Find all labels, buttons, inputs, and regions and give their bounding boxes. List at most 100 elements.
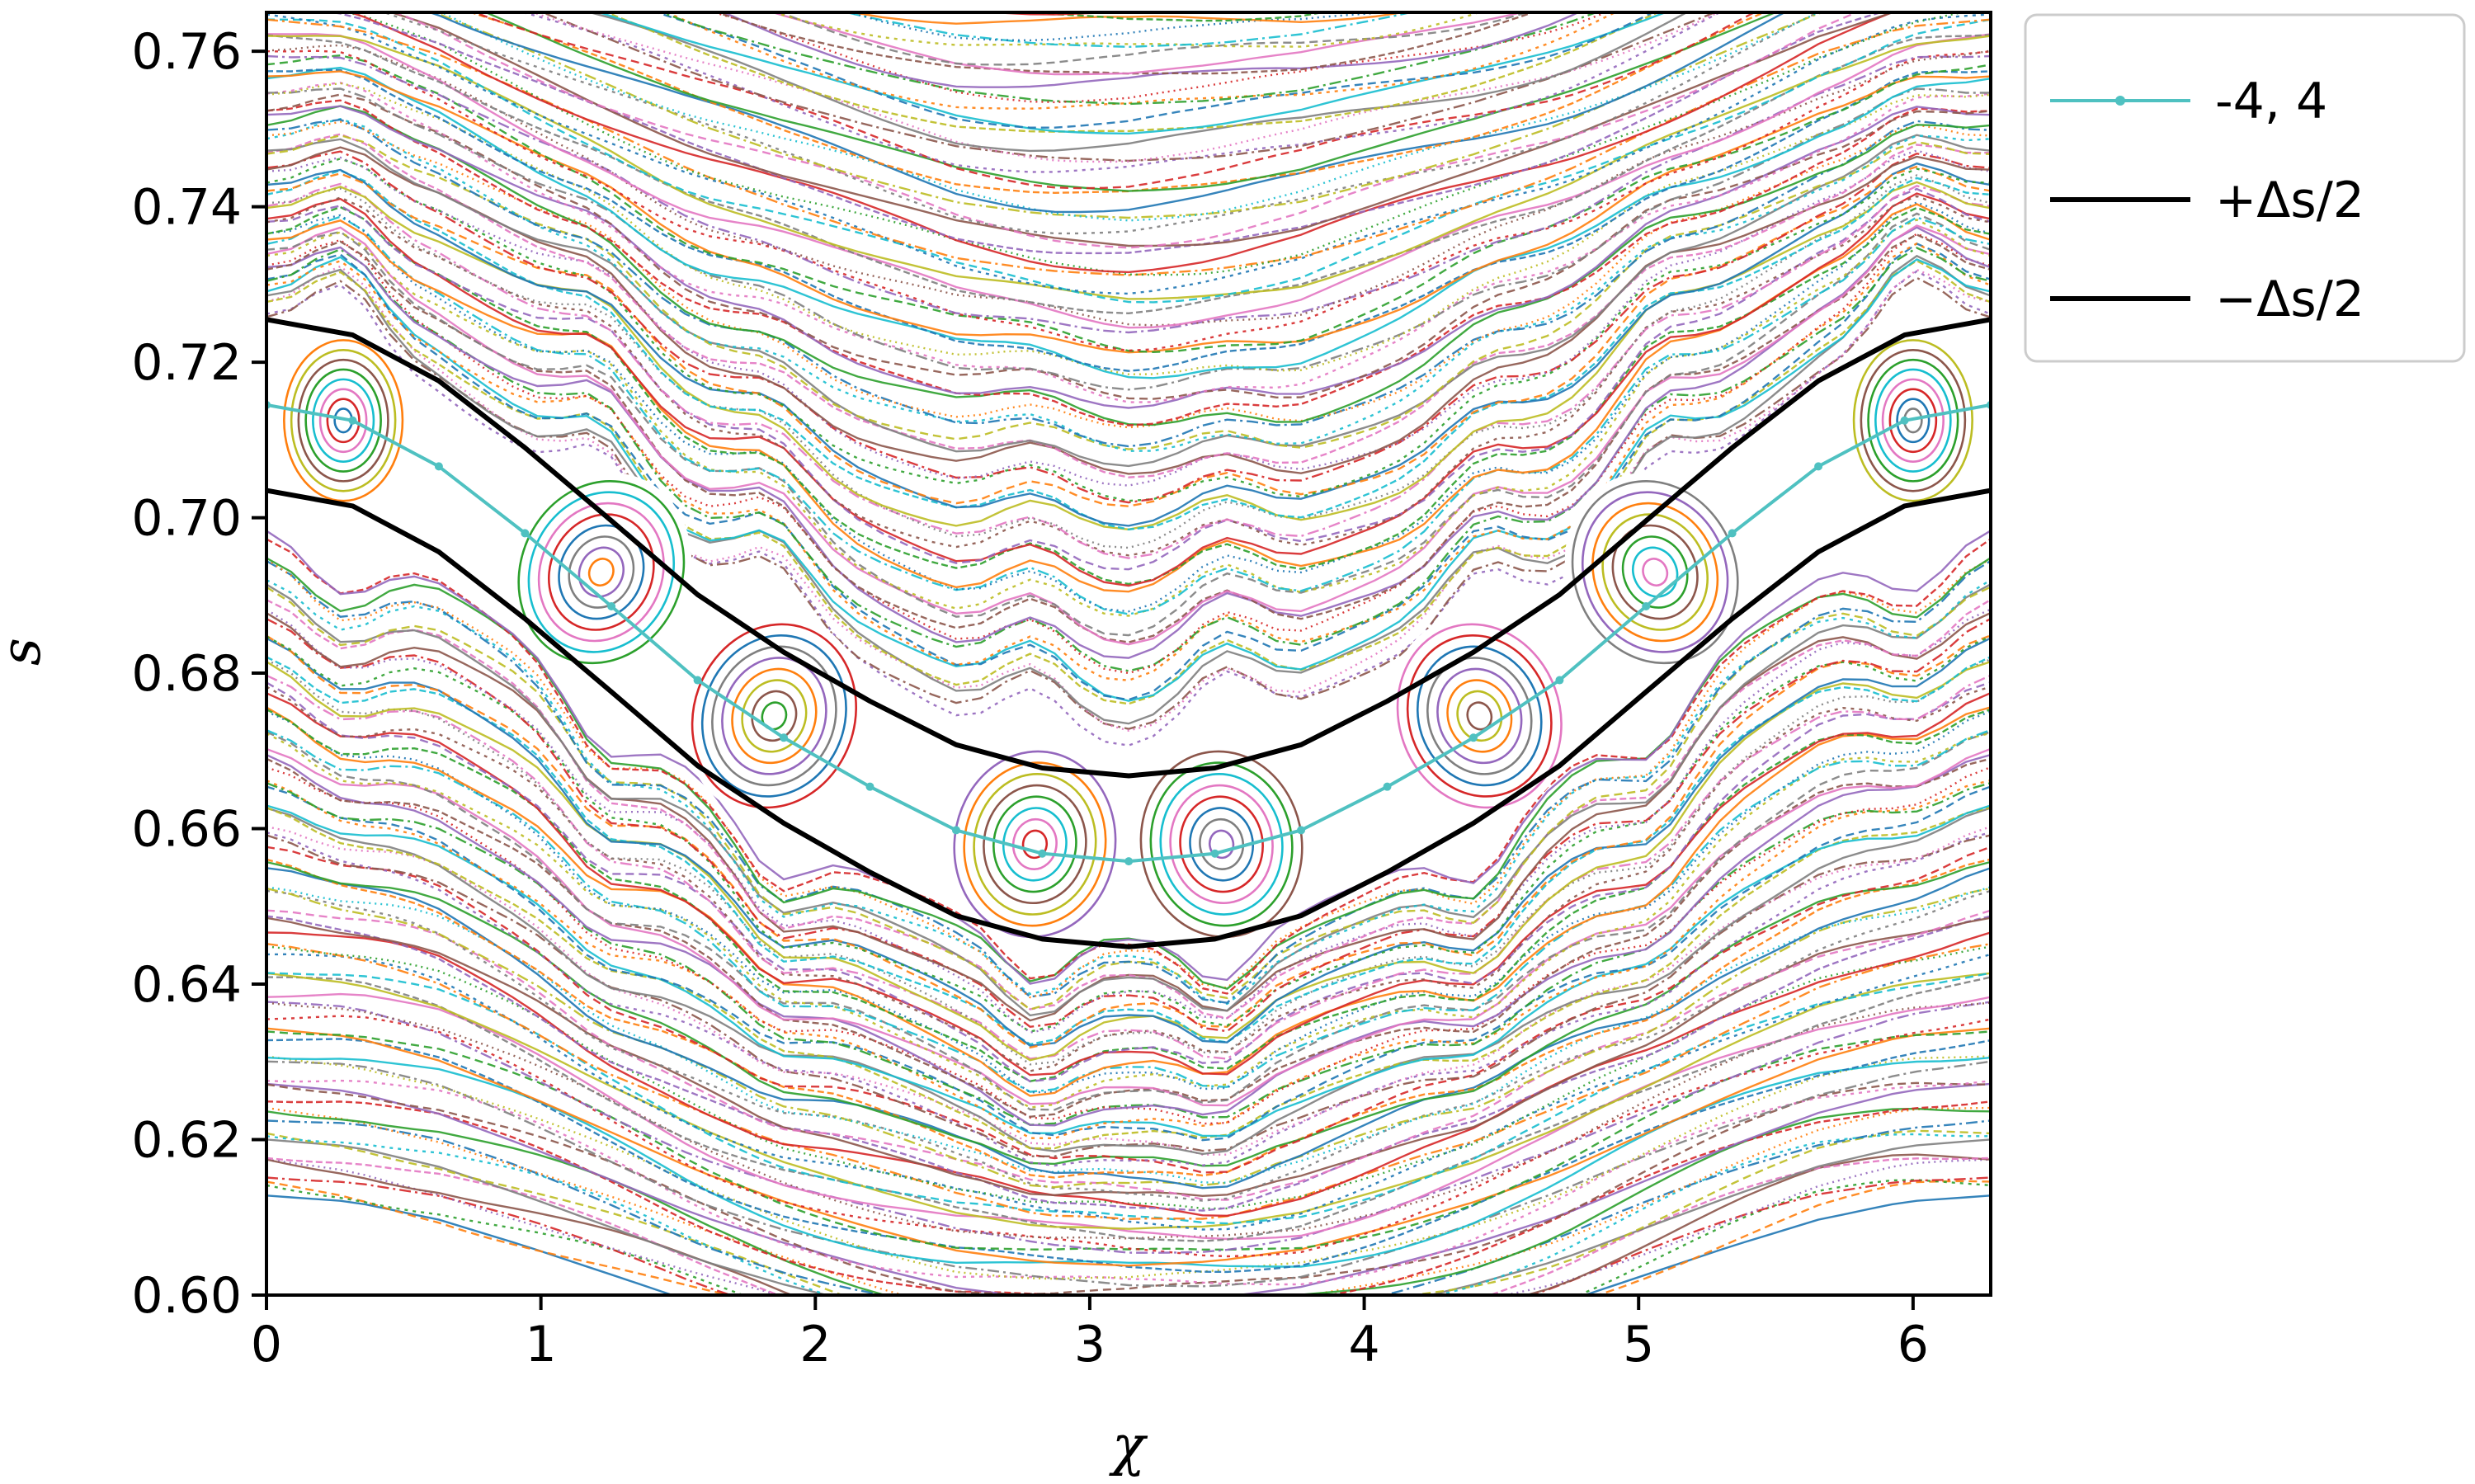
island-orbit bbox=[1867, 358, 1959, 483]
orbit-line bbox=[266, 162, 1991, 527]
island-orbit bbox=[691, 623, 857, 809]
orbit-line bbox=[266, 133, 1991, 478]
island-orbit bbox=[1852, 339, 1973, 502]
island-orbit bbox=[1896, 398, 1930, 444]
orbit-line bbox=[266, 70, 1991, 354]
island-orbit bbox=[318, 388, 368, 454]
orbit-line bbox=[596, 12, 1668, 135]
orbit-line bbox=[440, 12, 1822, 222]
orbit-line bbox=[266, 1153, 1991, 1295]
legend-marker bbox=[2115, 96, 2125, 106]
orbit-line bbox=[266, 753, 1991, 1127]
island-orbit bbox=[741, 679, 808, 753]
orbit-line bbox=[266, 660, 1991, 1062]
orbit-line bbox=[266, 635, 1991, 1033]
orbit-line bbox=[266, 195, 1991, 557]
orbit-line bbox=[266, 685, 1991, 1072]
orbit-line bbox=[266, 766, 1991, 1125]
island-orbit bbox=[751, 690, 798, 742]
orbit-line bbox=[266, 1001, 1991, 1254]
orbit-line bbox=[266, 530, 1991, 985]
orbit-line bbox=[266, 158, 1991, 502]
orbit-line bbox=[266, 858, 1991, 1179]
orbit-line bbox=[266, 972, 1991, 1230]
orbit-line bbox=[266, 66, 1991, 379]
island-fill bbox=[511, 473, 692, 672]
island-orbit bbox=[578, 546, 625, 598]
orbit-line bbox=[266, 1079, 1991, 1286]
island-orbit bbox=[537, 502, 665, 643]
orbit-line bbox=[266, 203, 1991, 593]
orbit-line bbox=[266, 276, 1991, 730]
orbit-line bbox=[266, 674, 1991, 1060]
series-marker bbox=[607, 602, 616, 611]
x-tick-label: 3 bbox=[1074, 1316, 1106, 1373]
series-marker bbox=[521, 529, 530, 538]
orbit-line bbox=[266, 150, 1991, 504]
orbit-line bbox=[266, 87, 1991, 391]
orbit-line bbox=[266, 18, 1991, 276]
island-orbit bbox=[290, 348, 397, 492]
island-orbit bbox=[1189, 807, 1255, 882]
island-orbit bbox=[1021, 829, 1049, 860]
island-orbit bbox=[1888, 388, 1938, 454]
orbit-line bbox=[381, 12, 1821, 235]
orbit-line bbox=[266, 33, 1991, 329]
orbit-line bbox=[658, 12, 1600, 106]
orbit-line bbox=[483, 12, 1778, 192]
orbit-line bbox=[266, 99, 1991, 426]
series-marker bbox=[1210, 849, 1219, 858]
orbit-line bbox=[266, 1100, 1991, 1295]
island-orbit bbox=[1621, 535, 1689, 609]
island-orbit bbox=[568, 535, 635, 609]
orbit-line bbox=[327, 12, 1885, 255]
orbit-line bbox=[266, 637, 1991, 1047]
island-orbit bbox=[304, 368, 382, 473]
island-orbit bbox=[700, 634, 847, 798]
orbit-line bbox=[266, 1107, 1991, 1295]
orbit-line bbox=[266, 583, 1991, 1017]
y-tick-label: 0.68 bbox=[131, 645, 242, 703]
legend-label-2: −Δs/2 bbox=[2215, 271, 2364, 328]
series-marker bbox=[1383, 782, 1392, 791]
orbit-line bbox=[266, 93, 1991, 400]
orbit-line bbox=[266, 54, 1991, 354]
orbit-line bbox=[266, 710, 1991, 1094]
x-tick-label: 1 bbox=[526, 1316, 557, 1373]
orbit-line bbox=[603, 12, 1661, 133]
orbit-line bbox=[394, 12, 1860, 249]
island-orbit bbox=[1179, 795, 1264, 893]
island-orbit bbox=[1860, 348, 1967, 492]
orbit-line bbox=[266, 149, 1991, 487]
island-orbit bbox=[1591, 502, 1719, 643]
orbit-line bbox=[266, 691, 1991, 1076]
x-tick-label: 5 bbox=[1623, 1316, 1654, 1373]
orbit-line bbox=[266, 807, 1991, 1156]
orbit-line bbox=[266, 806, 1991, 1150]
orbit-line bbox=[710, 12, 1609, 104]
orbit-line bbox=[266, 68, 1991, 372]
series-marker bbox=[1468, 733, 1478, 742]
orbit-line bbox=[266, 1119, 1991, 1295]
y-tick-label: 0.60 bbox=[131, 1267, 242, 1325]
orbit-line bbox=[266, 1176, 1991, 1295]
x-tick-label: 2 bbox=[799, 1316, 831, 1373]
orbit-line bbox=[266, 1158, 1991, 1295]
orbit-line bbox=[266, 681, 1991, 1083]
orbit-line bbox=[266, 174, 1991, 549]
orbit-line bbox=[266, 1060, 1991, 1288]
orbit-line bbox=[266, 254, 1991, 725]
orbit-line bbox=[266, 831, 1991, 1167]
orbit-line bbox=[266, 205, 1991, 586]
orbit-line bbox=[266, 1180, 1991, 1295]
series-marker bbox=[1728, 529, 1737, 538]
island-orbit bbox=[1149, 761, 1294, 927]
island-orbit bbox=[992, 795, 1077, 893]
orbit-line bbox=[266, 747, 1991, 1107]
orbit-line bbox=[266, 887, 1991, 1189]
orbit-line bbox=[519, 12, 1723, 173]
orbit-line bbox=[266, 757, 1991, 1119]
island-orbit bbox=[1406, 634, 1553, 798]
orbit-line bbox=[266, 1179, 1991, 1295]
